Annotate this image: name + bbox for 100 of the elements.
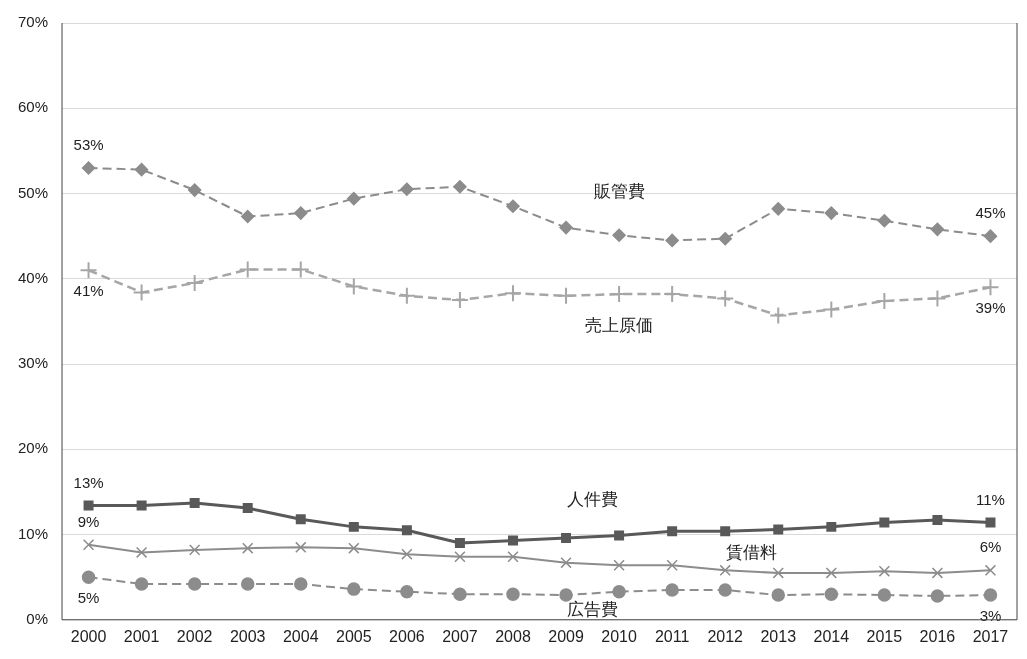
point (291, 260, 310, 279)
point (557, 286, 576, 305)
point (79, 261, 98, 280)
point (984, 564, 997, 577)
x-tick-label: 2013 (760, 627, 797, 645)
point (506, 199, 520, 214)
x-tick-label: 2004 (282, 627, 319, 645)
x-tick-label: 2008 (495, 627, 531, 645)
x-tick-label: 2000 (70, 627, 107, 645)
point (348, 542, 360, 554)
point (769, 306, 788, 325)
point (931, 567, 944, 579)
point (507, 551, 519, 563)
point (613, 559, 625, 571)
point (136, 500, 147, 511)
point (240, 209, 255, 224)
x-tick-label: 2011 (654, 627, 690, 645)
point (135, 546, 148, 559)
point (720, 526, 731, 537)
y-tick-label: 30% (17, 354, 49, 372)
point (612, 584, 626, 599)
point (134, 577, 149, 591)
x-tick-label: 2016 (919, 627, 956, 645)
point (824, 587, 839, 601)
data-label: 5% (77, 589, 100, 607)
point (560, 556, 572, 569)
x-tick-label: 2005 (336, 627, 372, 645)
point (879, 517, 890, 528)
point (450, 291, 469, 310)
point (665, 583, 679, 597)
data-label: 13% (73, 473, 104, 491)
point (559, 220, 573, 235)
point (983, 229, 998, 243)
y-tick-label: 50% (17, 183, 49, 201)
point (294, 206, 308, 220)
y-tick-label: 40% (17, 268, 49, 286)
data-label: 9% (77, 512, 100, 530)
point (877, 588, 892, 602)
point (506, 587, 520, 601)
y-tick-label: 60% (17, 98, 49, 116)
y-tick-label: 10% (17, 524, 49, 542)
point (401, 525, 412, 536)
point (614, 530, 625, 541)
point (397, 286, 416, 305)
point (826, 521, 837, 532)
data-label: 45% (975, 204, 1006, 222)
point (454, 538, 465, 549)
point (718, 231, 732, 246)
point (665, 233, 679, 248)
point (187, 183, 202, 197)
point (771, 588, 786, 602)
point (663, 285, 682, 304)
x-tick-label: 2014 (813, 627, 850, 645)
point (400, 584, 414, 599)
point (932, 515, 943, 526)
point (612, 228, 626, 243)
x-tick-label: 2007 (442, 627, 478, 645)
point (981, 278, 1000, 297)
point (401, 548, 413, 560)
series-label: 賃借料 (726, 543, 778, 563)
point (985, 517, 996, 528)
x-tick-label: 2001 (123, 627, 160, 645)
x-tick-label: 2010 (601, 627, 637, 645)
point (453, 587, 467, 601)
point (507, 535, 518, 546)
point (83, 500, 94, 511)
point (824, 206, 839, 220)
x-tick-label: 2012 (707, 627, 744, 645)
point (295, 541, 307, 554)
point (561, 532, 572, 543)
point (453, 179, 467, 194)
y-tick-label: 20% (17, 439, 49, 457)
point (877, 214, 892, 228)
point (81, 570, 96, 584)
point (772, 567, 784, 579)
point (344, 277, 363, 296)
point (930, 222, 945, 237)
series-label: 人件費 (567, 490, 619, 510)
point (400, 182, 414, 196)
point (773, 524, 784, 535)
point (771, 202, 786, 216)
point (295, 514, 306, 525)
point (189, 498, 200, 508)
point (347, 582, 361, 596)
point (875, 291, 894, 310)
point (82, 539, 95, 551)
point (81, 161, 96, 175)
point (134, 162, 149, 177)
x-tick-label: 2002 (176, 627, 213, 645)
point (825, 567, 838, 579)
point (242, 542, 254, 554)
point (188, 544, 201, 556)
point (983, 588, 998, 602)
point (185, 274, 204, 293)
y-tick-label: 0% (26, 609, 49, 627)
point (928, 289, 947, 308)
x-tick-label: 2003 (229, 627, 266, 645)
y-tick-label: 70% (17, 13, 49, 31)
series-label: 販管費 (593, 181, 645, 201)
x-tick-label: 2017 (972, 627, 1009, 645)
